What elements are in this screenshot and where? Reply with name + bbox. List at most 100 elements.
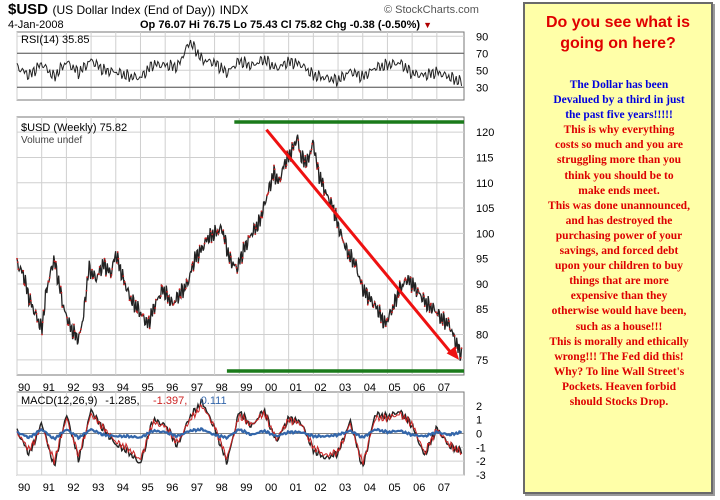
price-y-tick-label: 85 (476, 304, 488, 316)
price-down-tick (22, 269, 25, 272)
price-down-tick (260, 210, 263, 213)
price-down-tick (279, 180, 282, 183)
price-down-tick (266, 193, 269, 196)
price-down-tick (197, 261, 200, 264)
price-down-tick (422, 292, 425, 295)
price-down-tick (217, 232, 220, 235)
price-down-tick (284, 167, 287, 169)
price-down-tick (104, 260, 107, 263)
price-down-tick (17, 268, 20, 271)
commentary-line: This was done unannounced, (548, 199, 690, 212)
price-down-tick (236, 272, 239, 274)
x-tick-label: 93 (92, 382, 104, 394)
price-down-tick (291, 141, 293, 144)
price-down-tick (178, 288, 181, 291)
price-down-tick (280, 178, 282, 181)
price-down-tick (316, 162, 319, 164)
price-down-tick (123, 283, 125, 286)
price-down-tick (379, 309, 382, 312)
price-down-tick (98, 266, 101, 268)
price-down-tick (384, 325, 387, 328)
price-down-tick (84, 300, 87, 303)
x-tick-label: 02 (314, 382, 326, 394)
price-down-tick (130, 295, 132, 298)
price-down-tick (460, 347, 463, 350)
price-down-tick (191, 261, 194, 264)
price-down-tick (166, 301, 169, 304)
price-panel (16, 116, 465, 376)
price-down-tick (67, 324, 70, 326)
price-down-tick (354, 265, 357, 268)
commentary-body: The Dollar has been Devalued by a third i… (529, 78, 709, 410)
price-down-tick (355, 259, 357, 261)
price-down-tick (234, 263, 237, 266)
commentary-line: Pockets. Heaven forbid (561, 380, 677, 393)
price-y-tick-label: 95 (476, 254, 488, 266)
x-tick-label: 06 (413, 482, 425, 494)
price-down-tick (448, 320, 450, 323)
x-tick-label: 06 (413, 382, 425, 394)
price-down-tick (409, 276, 412, 279)
price-down-tick (291, 145, 294, 148)
x-tick-label: 97 (191, 482, 203, 494)
rsi-y-tick-label: 30 (476, 82, 488, 94)
macd-signal-line (16, 404, 462, 465)
price-down-tick (147, 317, 150, 320)
price-down-tick (367, 299, 370, 302)
x-tick-label: 01 (290, 482, 302, 494)
price-down-tick (416, 293, 418, 296)
rsi-y-tick-label: 50 (476, 65, 488, 77)
commentary-line: wrong!!! The Fed did this! (554, 350, 684, 363)
x-tick-label: 02 (314, 482, 326, 494)
price-down-tick (211, 233, 214, 236)
price-down-tick (23, 284, 26, 286)
price-down-tick (347, 255, 350, 258)
price-down-tick (122, 275, 125, 278)
price-down-tick (209, 230, 212, 233)
commentary-line: purchasing power of your (555, 229, 683, 242)
commentary-line: expensive than they (570, 290, 668, 303)
x-tick-label: 95 (141, 382, 153, 394)
price-series-line (16, 134, 463, 361)
price-down-tick (410, 291, 413, 294)
macd-histogram-line (16, 427, 463, 441)
macd-line (16, 398, 463, 468)
price-down-tick (134, 299, 137, 302)
price-down-tick (216, 229, 219, 232)
x-tick-label: 04 (364, 482, 376, 494)
price-down-tick (154, 307, 157, 309)
price-down-tick (28, 303, 31, 305)
rsi-y-tick-label: 90 (476, 31, 488, 43)
price-down-tick (311, 142, 314, 145)
price-down-tick (92, 276, 95, 279)
x-tick-label: 98 (216, 382, 228, 394)
price-y-tick-label: 110 (476, 178, 494, 190)
macd-legend-part: 0.111 (201, 395, 227, 407)
commentary-title-line: Do you see what is (545, 14, 691, 31)
price-down-tick (442, 311, 445, 314)
price-down-tick (391, 311, 393, 314)
commentary-line: Devalued by a third in just (553, 94, 685, 107)
watermark: © StockCharts.com (384, 4, 479, 16)
x-tick-label: 01 (290, 382, 302, 394)
exchange-label: INDX (219, 3, 249, 17)
price-down-tick (273, 168, 276, 171)
price-down-tick (228, 262, 231, 264)
price-down-tick (248, 236, 251, 239)
price-down-tick (29, 299, 32, 302)
price-down-tick (298, 148, 300, 151)
price-down-tick (186, 280, 189, 283)
chart-header: $USD (US Dollar Index (End of Day)) INDX (8, 1, 248, 19)
price-down-tick (303, 160, 306, 163)
date-label: 4-Jan-2008 (8, 19, 64, 31)
price-down-tick (109, 276, 112, 279)
price-down-tick (373, 303, 375, 306)
price-down-tick (29, 293, 32, 295)
price-down-tick (48, 276, 51, 279)
price-down-tick (323, 192, 326, 195)
x-tick-label: 05 (388, 382, 400, 394)
commentary-title: Do you see what is going on here? (525, 12, 711, 54)
macd-y-tick-label: -2 (476, 456, 486, 468)
ohlc-values: Op 76.07 Hi 76.75 Lo 75.43 Cl 75.82 Chg … (140, 19, 421, 31)
index-name-label: (US Dollar Index (End of Day)) (52, 3, 216, 17)
